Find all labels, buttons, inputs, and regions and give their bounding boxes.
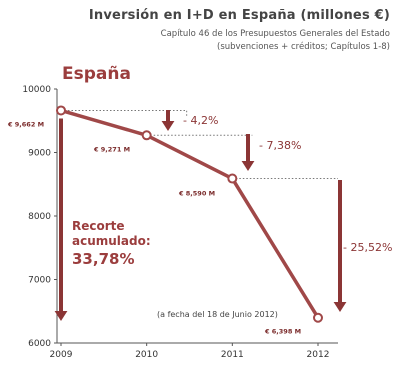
y-tick-label: 6000 <box>28 339 51 349</box>
y-tick-label: 10000 <box>22 85 51 95</box>
y-tick-label: 9000 <box>28 149 51 159</box>
x-tick-label: 2012 <box>307 350 330 360</box>
change-arrows <box>54 110 347 321</box>
chart-title: Inversión en I+D en España (millones €) <box>88 8 390 23</box>
series-espana <box>56 105 323 323</box>
x-tick-label: 2011 <box>221 350 244 360</box>
change-label-1: - 4,2% <box>183 114 218 127</box>
change-arrow-2-head <box>241 161 255 171</box>
x-tick-label: 2010 <box>135 350 158 360</box>
cumulative-arrow-head <box>54 311 68 321</box>
chart-labels: España - 4,2% - 7,38% - 25,52% € 9,662 M € 9,… <box>7 64 392 336</box>
recorte-label-line1: Recorte <box>72 219 125 233</box>
series-label-espana: España <box>62 64 131 84</box>
data-label: € 8,590 M <box>178 190 215 198</box>
guide-lines <box>61 109 338 180</box>
change-arrow-1-head <box>161 121 175 131</box>
chart-subtitle-line2: (subvenciones + créditos; Capítulos 1-8) <box>217 42 390 52</box>
change-arrow-3-head <box>333 302 347 312</box>
data-label: € 9,271 M <box>93 145 130 153</box>
series-line <box>60 108 320 319</box>
recorte-label-line2: acumulado: <box>72 234 151 248</box>
data-point <box>313 312 323 323</box>
y-tick-label: 7000 <box>28 276 51 286</box>
data-point <box>141 130 152 141</box>
x-tick-label: 2009 <box>50 350 73 360</box>
data-point <box>227 173 238 184</box>
chart-axes: 6000 7000 8000 9000 10000 2009 2010 2011 2012 <box>22 85 338 360</box>
change-label-2: - 7,38% <box>259 139 301 152</box>
data-label: € 6,398 M <box>264 328 301 336</box>
chart-subtitle-line1: Capítulo 46 de los Presupuestos Generale… <box>160 29 390 39</box>
y-tick-label: 8000 <box>28 212 51 222</box>
recorte-value: 33,78% <box>72 250 134 268</box>
date-note: (a fecha del 18 de Junio 2012) <box>157 310 278 319</box>
guide-line <box>61 109 188 117</box>
change-label-3: - 25,52% <box>343 241 392 254</box>
data-label: € 9,662 M <box>7 120 44 128</box>
data-point <box>56 105 66 116</box>
